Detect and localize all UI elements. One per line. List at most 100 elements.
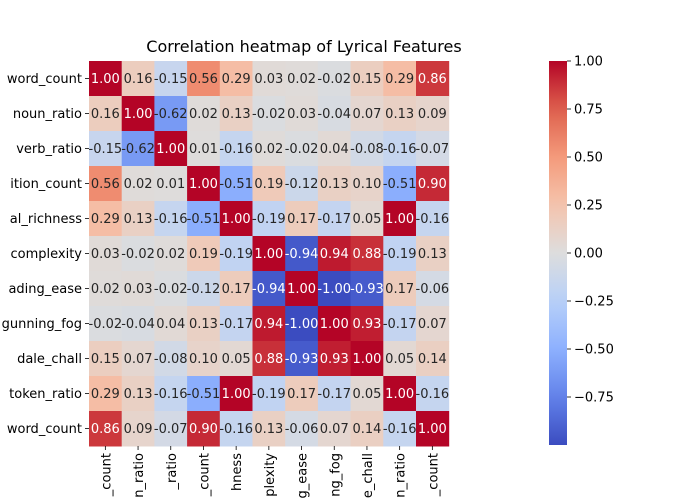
colorbar-tick-label: 0.00 — [574, 247, 603, 262]
cell-value-label: 1.00 — [352, 352, 381, 367]
cell-value-label: -0.16 — [416, 212, 450, 227]
cell-value-label: -0.19 — [219, 247, 253, 262]
column-label: _count — [99, 453, 114, 497]
heatmap-cell — [383, 271, 417, 307]
column-label: n_ratio — [132, 453, 147, 498]
cell-value-label: -0.51 — [383, 177, 417, 192]
heatmap-cell — [219, 411, 253, 447]
cell-value-label: 0.10 — [189, 352, 218, 367]
cell-value-label: -0.94 — [285, 247, 319, 262]
cell-value-label: 0.05 — [385, 352, 414, 367]
cell-value-label: 0.16 — [91, 107, 120, 122]
cell-value-label: 0.07 — [124, 352, 153, 367]
cell-value-label: -0.16 — [416, 387, 450, 402]
colorbar-tick-label: 0.50 — [574, 151, 603, 166]
heatmap-cell — [350, 96, 384, 132]
cell-value-label: -1.00 — [285, 317, 319, 332]
cell-value-label: -0.62 — [121, 142, 155, 157]
cell-value-label: 0.29 — [91, 212, 120, 227]
heatmap-cell — [317, 376, 352, 412]
heatmap-cell — [252, 131, 286, 167]
heatmap-cell — [416, 96, 450, 132]
cell-value-label: 0.86 — [91, 422, 120, 437]
heatmap-cell — [219, 131, 253, 167]
heatmap-cell — [317, 166, 352, 202]
cell-value-label: 0.17 — [385, 282, 414, 297]
row-label: word_count — [7, 422, 82, 437]
cell-value-label: -0.07 — [416, 142, 450, 157]
cell-value-label: 0.56 — [91, 177, 120, 192]
cell-value-label: -0.16 — [383, 142, 417, 157]
heatmap-cell — [89, 271, 123, 307]
heatmap-cell — [383, 376, 417, 412]
heatmap-cell — [187, 131, 221, 167]
cell-value-label: -0.51 — [187, 387, 221, 402]
heatmap-cell — [252, 236, 286, 272]
heatmap-cell — [154, 341, 188, 377]
row-label: al_richness — [10, 212, 82, 227]
heatmap-cell — [350, 61, 384, 97]
column-label: _ratio — [165, 453, 180, 491]
cell-value-label: -0.06 — [285, 422, 319, 437]
cell-value-label: 0.07 — [352, 107, 381, 122]
heatmap-cell — [89, 166, 123, 202]
cell-value-label: -0.17 — [383, 317, 417, 332]
cell-value-label: 0.13 — [222, 107, 251, 122]
cell-value-label: -0.02 — [252, 107, 286, 122]
heatmap-cell — [317, 411, 352, 447]
heatmap-cell — [89, 306, 123, 342]
heatmap-cell — [285, 236, 319, 272]
colorbar-tick-label: −0.75 — [574, 391, 614, 406]
colorbar: 1.00 0.75 0.50 0.25 0.00 −0.25 −0.50 −0.75 — [549, 55, 614, 445]
heatmap-cell — [154, 236, 188, 272]
cell-value-label: 0.01 — [156, 177, 185, 192]
heatmap-cell — [154, 306, 188, 342]
cell-value-label: -0.51 — [219, 177, 253, 192]
cell-value-label: -0.16 — [154, 212, 188, 227]
cell-value-label: 0.01 — [189, 142, 218, 157]
cell-value-label: 1.00 — [124, 107, 153, 122]
cell-value-label: -0.19 — [252, 387, 286, 402]
cell-value-label: 0.13 — [254, 422, 283, 437]
heatmap-cell — [383, 306, 417, 342]
heatmap-cell — [383, 411, 417, 447]
heatmap-cell — [317, 61, 352, 97]
cell-value-label: -0.16 — [383, 422, 417, 437]
cell-value-label: 0.94 — [254, 317, 283, 332]
cell-value-label: 0.56 — [189, 72, 218, 87]
heatmap-cell — [121, 236, 155, 272]
heatmap-cell — [219, 201, 253, 237]
column-label: plexity — [263, 453, 278, 497]
heatmap-cell — [154, 96, 188, 132]
cell-value-label: 0.05 — [222, 352, 251, 367]
heatmap-cell — [219, 96, 253, 132]
heatmap-cell — [350, 166, 384, 202]
heatmap-cell — [121, 131, 155, 167]
cell-value-label: 0.19 — [189, 247, 218, 262]
colorbar-tick-label: 1.00 — [574, 55, 603, 70]
heatmap-cell — [89, 131, 123, 167]
heatmap-cell — [383, 166, 417, 202]
heatmap-cell — [252, 306, 286, 342]
cell-value-label: 0.19 — [254, 177, 283, 192]
cell-value-label: 0.04 — [320, 142, 349, 157]
heatmap-cell — [89, 96, 123, 132]
cell-value-label: 0.09 — [124, 422, 153, 437]
cell-value-label: 0.03 — [287, 107, 316, 122]
cell-value-label: 0.13 — [320, 177, 349, 192]
cell-value-label: -0.93 — [285, 352, 319, 367]
heatmap-cell — [285, 341, 319, 377]
cell-value-label: -0.17 — [219, 317, 253, 332]
cell-value-label: 0.17 — [287, 212, 316, 227]
cell-value-label: -0.02 — [317, 72, 351, 87]
heatmap-cell — [383, 341, 417, 377]
cell-value-label: 0.17 — [287, 387, 316, 402]
cell-value-label: 1.00 — [91, 72, 120, 87]
cell-value-label: 1.00 — [320, 317, 349, 332]
heatmap-cell — [416, 61, 450, 97]
cell-value-label: 0.10 — [352, 177, 381, 192]
cell-value-label: -0.16 — [219, 142, 253, 157]
row-label: dale_chall — [17, 352, 82, 367]
cell-value-label: 0.09 — [418, 107, 447, 122]
heatmap-cell — [154, 411, 188, 447]
